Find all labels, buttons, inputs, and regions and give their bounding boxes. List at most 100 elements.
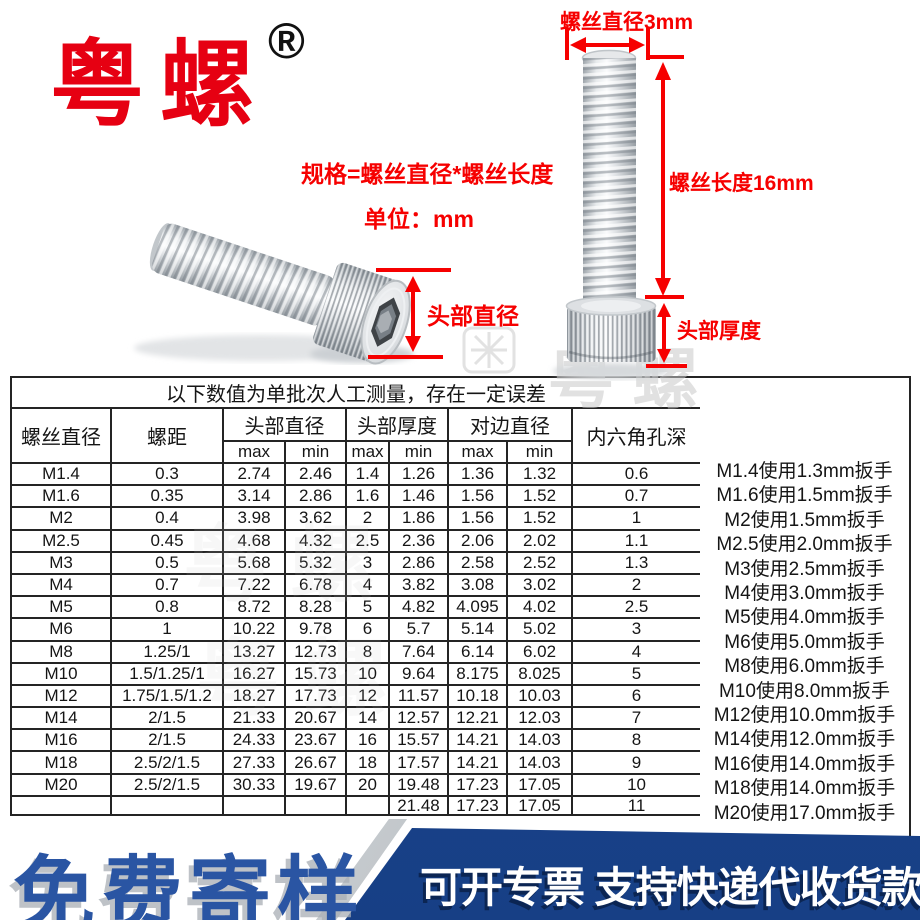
- table-cell: 5.02: [506, 617, 573, 642]
- table-cell: 1.56: [447, 484, 508, 509]
- table-cell: 0.3: [110, 461, 224, 487]
- table-cell: M1.4: [10, 461, 112, 487]
- table-cell: 2/1.5: [110, 728, 224, 753]
- table-cell: 5.68: [222, 550, 286, 575]
- table-cell: 19.48: [388, 772, 449, 797]
- table-cell: 1.3: [570, 550, 703, 575]
- head-thickness-label: 头部厚度: [677, 320, 761, 343]
- table-row: M6 1 10.22 9.78 6 5.7 5.14 5.02 3: [10, 617, 703, 642]
- wrench-note: M4使用3.0mm扳手: [724, 583, 885, 605]
- table-cell: 13.27: [222, 639, 286, 664]
- table-cell: 1.25/1: [110, 639, 224, 664]
- table-cell: 0.7: [110, 572, 224, 598]
- table-cell: 7.64: [388, 639, 449, 664]
- table-row: M18 2.5/2/1.5 27.33 26.67 18 17.57 14.21 14.03 9: [10, 750, 703, 775]
- table-cell: 18: [345, 750, 390, 775]
- table-cell: 0.45: [110, 528, 224, 553]
- table-cell: 2: [570, 572, 703, 598]
- wrench-note: M10使用8.0mm扳手: [718, 680, 891, 702]
- table-cell: 17.05: [506, 772, 573, 797]
- unit-note: 单位：mm: [364, 206, 474, 232]
- table-cell: 17.23: [447, 772, 508, 797]
- subheader-min: min: [506, 440, 573, 464]
- screw-diameter-label: 螺丝直径3mm: [560, 11, 694, 34]
- table-cell: 17.05: [506, 794, 573, 816]
- table-cell: M6: [10, 617, 112, 642]
- table-cell: [284, 794, 347, 816]
- table-cell: 27.33: [222, 750, 286, 775]
- table-cell: 4.095: [447, 595, 508, 620]
- table-cell: M4: [10, 572, 112, 598]
- table-cell: 4: [345, 572, 390, 598]
- wrench-note: M18使用14.0mm扳手: [713, 778, 896, 800]
- table-row: M5 0.8 8.72 8.28 5 4.82 4.095 4.02 2.5: [10, 595, 703, 620]
- wrench-note: M1.4使用1.3mm扳手: [716, 461, 893, 482]
- table-cell: M5: [10, 595, 112, 620]
- table-cell: 2.06: [447, 528, 508, 553]
- table-cell: 2.58: [447, 550, 508, 575]
- table-cell: 5.7: [388, 617, 449, 642]
- table-cell: M8: [10, 639, 112, 664]
- table-cell: 5.32: [284, 550, 347, 575]
- table-cell: 1.5/1.25/1: [110, 661, 224, 686]
- table-cell: 0.7: [570, 484, 703, 509]
- table-cell: 4: [570, 639, 703, 664]
- col-header-pitch: 螺距: [110, 407, 224, 464]
- table-cell: M2.5: [10, 528, 112, 553]
- table-cell: 14: [345, 706, 390, 731]
- table-cell: 10: [345, 661, 390, 686]
- watermark-text: 粤 螺: [548, 342, 699, 416]
- registered-trademark-icon: ®: [268, 13, 305, 69]
- wrench-note: M12使用10.0mm扳手: [713, 705, 896, 727]
- table-title: 以下数值为单批次人工测量，存在一定误差: [9, 376, 703, 409]
- table-cell: 6.78: [284, 572, 347, 598]
- brand-logo: 粤螺: [50, 32, 271, 137]
- table-cell: M10: [10, 661, 112, 686]
- table-cell: 2.5: [345, 528, 390, 553]
- spec-table: 以下数值为单批次人工测量，存在一定误差 螺丝直径 螺距 头部直径 头部厚度 对边…: [9, 376, 703, 816]
- table-cell: 3: [345, 550, 390, 575]
- table-cell: 14.03: [506, 750, 573, 775]
- table-cell: 8.72: [222, 595, 286, 620]
- table-cell: 19.67: [284, 772, 347, 797]
- table-cell: 4.32: [284, 528, 347, 553]
- table-cell: 20.67: [284, 706, 347, 731]
- table-cell: 0.5: [110, 550, 224, 575]
- table-cell: 2.5/2/1.5: [110, 772, 224, 797]
- table-cell: 24.33: [222, 728, 286, 753]
- table-cell: 7.22: [222, 572, 286, 598]
- table-cell: 3.08: [447, 572, 508, 598]
- table-row: M1.4 0.3 2.74 2.46 1.4 1.26 1.36 1.32 0.6: [10, 461, 703, 487]
- subheader-max: max: [222, 440, 286, 464]
- table-cell: 15.73: [284, 661, 347, 686]
- table-row: M12 1.75/1.5/1.2 18.27 17.73 12 11.57 10.18 10.…: [10, 683, 703, 709]
- table-cell: 14.21: [447, 728, 508, 753]
- table-cell: 8.28: [284, 595, 347, 620]
- subheader-min: min: [284, 440, 347, 464]
- table-row: M14 2/1.5 21.33 20.67 14 12.57 12.21 12.03 7: [10, 706, 703, 731]
- table-cell: 15.57: [388, 728, 449, 753]
- table-cell: 1.86: [388, 506, 449, 531]
- table-cell: 17.73: [284, 683, 347, 709]
- table-cell: 26.67: [284, 750, 347, 775]
- table-cell: 0.35: [110, 484, 224, 509]
- table-cell: 2.86: [284, 484, 347, 509]
- table-cell: 2.86: [388, 550, 449, 575]
- table-cell: 8: [345, 639, 390, 664]
- table-cell: 20: [345, 772, 390, 797]
- table-cell: 16.27: [222, 661, 286, 686]
- table-cell: 12.03: [506, 706, 573, 731]
- col-header-head-thickness: 头部厚度: [345, 407, 449, 442]
- spec-formula-note: 规格=螺丝直径*螺丝长度: [301, 161, 554, 187]
- table-cell: M12: [10, 683, 112, 709]
- table-cell: 3.82: [388, 572, 449, 598]
- table-row: M10 1.5/1.25/1 16.27 15.73 10 9.64 8.175 8.025 5: [10, 661, 703, 686]
- table-cell: 18.27: [222, 683, 286, 709]
- table-cell: [222, 794, 286, 816]
- table-cell: 4.82: [388, 595, 449, 620]
- table-cell: 23.67: [284, 728, 347, 753]
- wrench-note: M16使用14.0mm扳手: [713, 753, 896, 775]
- table-cell: M2: [10, 506, 112, 531]
- table-cell: M3: [10, 550, 112, 575]
